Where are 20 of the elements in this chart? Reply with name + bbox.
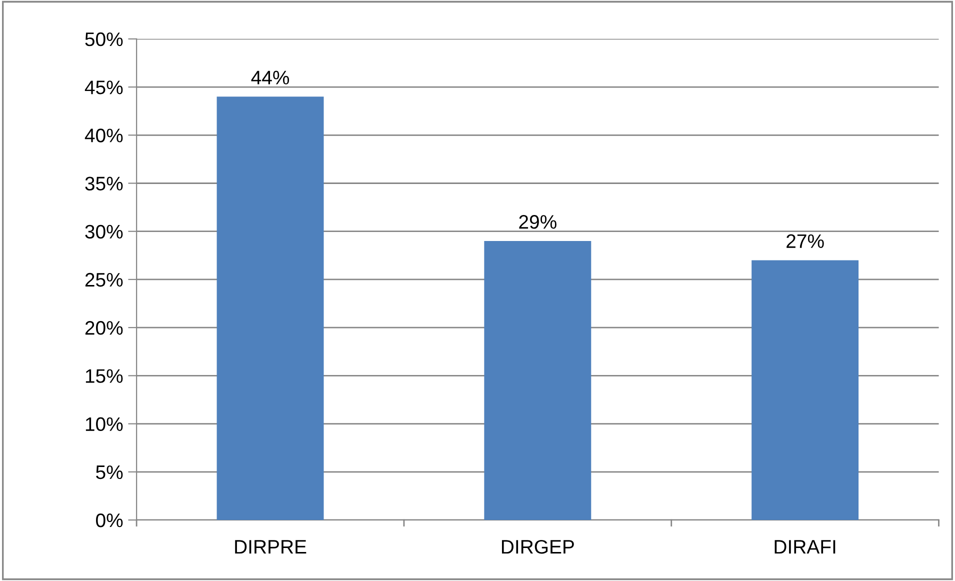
- y-tick-label: 30%: [85, 224, 123, 239]
- x-tick-label: DIRPRE: [235, 540, 306, 554]
- y-tick-label: 15%: [86, 369, 123, 383]
- x-tick-label: DIRAFI: [774, 540, 836, 554]
- y-tick-label: 45%: [84, 80, 123, 94]
- y-tick-label: 20%: [85, 321, 123, 335]
- data-label: 44%: [251, 70, 290, 84]
- y-tick-label: 35%: [85, 176, 123, 190]
- data-label: 27%: [786, 234, 824, 248]
- y-tick-label: 10%: [86, 417, 123, 432]
- y-tick-label: 0%: [96, 513, 123, 528]
- data-label: 29%: [519, 215, 556, 229]
- bar: [216, 96, 324, 520]
- x-tick-label: DIRGEP: [502, 540, 574, 554]
- bar: [752, 260, 859, 520]
- y-tick-label: 5%: [96, 465, 123, 480]
- bar: [484, 240, 592, 520]
- y-tick-label: 25%: [85, 272, 123, 287]
- y-tick-label: 50%: [85, 32, 123, 46]
- y-tick-label: 40%: [84, 128, 123, 142]
